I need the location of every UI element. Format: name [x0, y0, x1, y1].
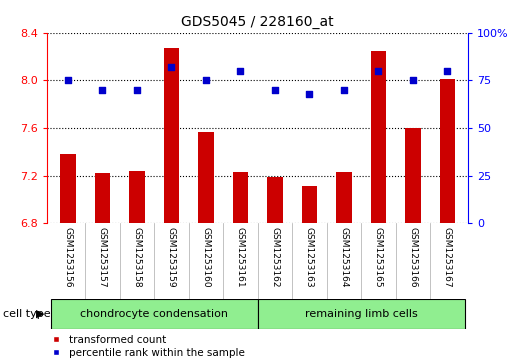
Point — [167, 64, 176, 70]
Bar — [336, 172, 351, 223]
Bar — [60, 154, 75, 223]
Point — [98, 87, 107, 93]
Point — [202, 77, 210, 83]
Bar — [302, 186, 317, 223]
Text: GSM1253165: GSM1253165 — [374, 227, 383, 288]
Point — [305, 91, 313, 97]
Point — [133, 87, 141, 93]
Text: GSM1253167: GSM1253167 — [443, 227, 452, 288]
Point — [236, 68, 245, 74]
Text: GSM1253164: GSM1253164 — [339, 227, 348, 287]
Text: ▶: ▶ — [36, 309, 44, 319]
Text: cell type: cell type — [3, 309, 50, 319]
Point — [270, 87, 279, 93]
Bar — [267, 177, 282, 223]
Bar — [258, 299, 464, 329]
Text: GSM1253156: GSM1253156 — [63, 227, 72, 288]
Point — [64, 77, 72, 83]
Text: remaining limb cells: remaining limb cells — [305, 309, 417, 319]
Text: GSM1253163: GSM1253163 — [305, 227, 314, 288]
Bar — [164, 48, 179, 223]
Text: chondrocyte condensation: chondrocyte condensation — [80, 309, 228, 319]
Bar — [405, 128, 420, 223]
Point — [374, 68, 382, 74]
Text: GSM1253162: GSM1253162 — [270, 227, 279, 287]
Title: GDS5045 / 228160_at: GDS5045 / 228160_at — [181, 15, 334, 29]
Text: GSM1253157: GSM1253157 — [98, 227, 107, 288]
Bar — [233, 172, 248, 223]
Text: GSM1253160: GSM1253160 — [201, 227, 210, 288]
Bar — [95, 173, 110, 223]
Text: GSM1253159: GSM1253159 — [167, 227, 176, 288]
Text: GSM1253158: GSM1253158 — [132, 227, 141, 288]
Text: GSM1253166: GSM1253166 — [408, 227, 417, 288]
Text: GSM1253161: GSM1253161 — [236, 227, 245, 288]
Point — [408, 77, 417, 83]
Point — [443, 68, 451, 74]
Bar — [198, 131, 213, 223]
Legend: transformed count, percentile rank within the sample: transformed count, percentile rank withi… — [52, 335, 245, 358]
Bar — [129, 171, 144, 223]
Bar — [440, 79, 455, 223]
Bar — [51, 299, 258, 329]
Point — [339, 87, 348, 93]
Bar — [371, 50, 386, 223]
